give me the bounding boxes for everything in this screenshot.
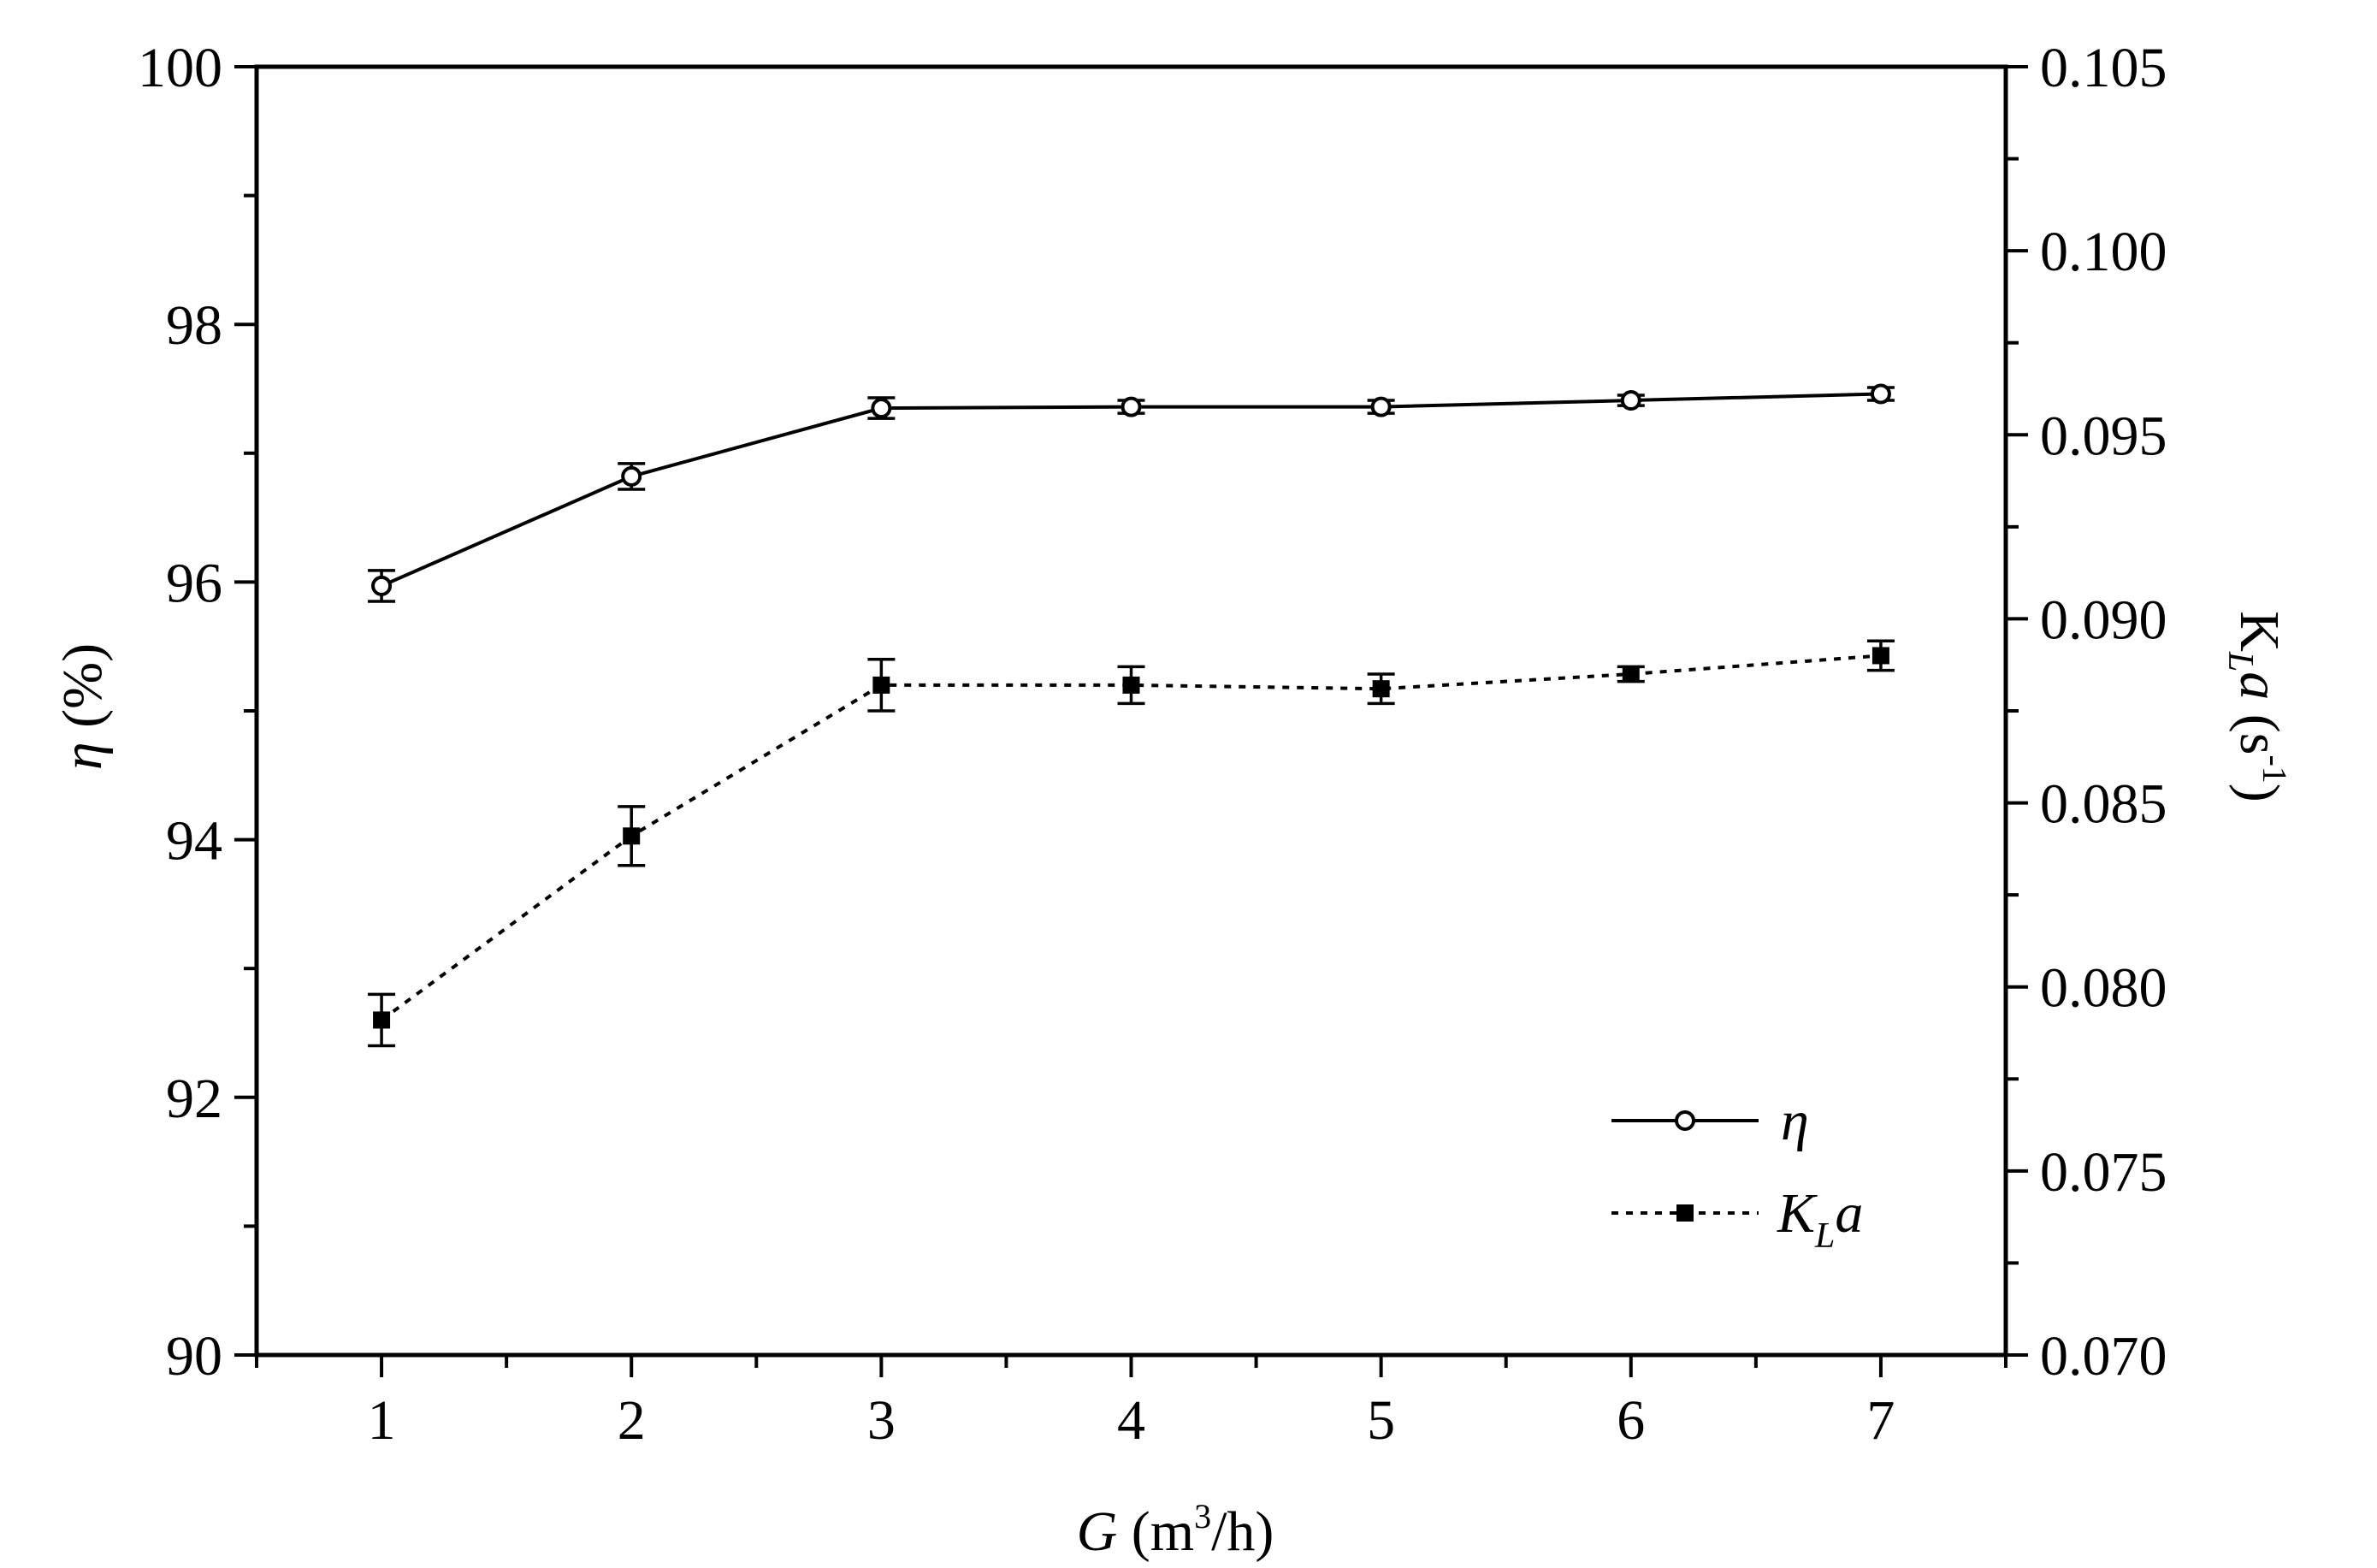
data-point [1372,680,1390,698]
data-point [371,575,393,596]
data-point [623,827,641,845]
data-point [871,398,892,419]
y-right-tick-label: 0.080 [2040,957,2167,1020]
series-line [381,392,1881,588]
y-right-tick-label: 0.095 [2040,405,2167,467]
data-point [1871,647,1889,665]
y-right-tick-label: 0.100 [2040,221,2167,283]
legend-eta-label: η [1781,1090,1809,1152]
x-tick-label: 6 [1617,1389,1645,1452]
y-left-tick-label: 94 [166,810,222,873]
x-axis-title: G (m3/h) [1077,1497,1274,1563]
x-tick-label: 2 [618,1389,646,1452]
legend-eta-marker [1675,1110,1695,1131]
series-kla [368,639,1895,1048]
series-line [380,654,1882,1022]
y-right-tick-label: 0.085 [2040,773,2167,836]
y-left-tick-label: 98 [166,294,222,357]
data-point [621,465,642,487]
x-tick-label: 7 [1866,1389,1895,1452]
y-left-axis-title: η (%) [51,643,114,770]
data-point [1121,396,1142,417]
data-point [872,676,890,694]
plot-frame [254,64,2008,1358]
y-right-tick-label: 0.075 [2040,1141,2167,1204]
x-tick-label: 5 [1367,1389,1395,1452]
plot-border [254,64,2008,1358]
legend-kla-marker [1676,1204,1694,1222]
legend: η KLa [1611,1090,1863,1256]
x-tick-label: 1 [368,1389,396,1452]
y-left-tick-label: 100 [138,37,222,99]
x-tick-label: 4 [1117,1389,1145,1452]
y-left-tick-label: 96 [166,552,222,614]
data-point [1122,676,1140,694]
data-point [373,1011,391,1029]
series-layer [368,383,1895,1048]
data-point [1620,390,1641,411]
y-left-tick-label: 90 [166,1325,222,1388]
legend-kla-label: KLa [1777,1182,1863,1256]
x-tick-label: 3 [867,1389,896,1452]
y-left-tick-label: 92 [166,1068,222,1130]
data-point [1622,665,1640,683]
data-point [1870,383,1891,405]
y-right-axis-title: KLa (s-1) [2220,611,2294,802]
axis-ticks: 1 2 3 4 5 6 7 90 92 94 96 98 100 0.070 0.075 0.080 0.085… [138,37,2167,1452]
data-point [1370,396,1392,417]
y-right-tick-label: 0.090 [2040,589,2167,651]
y-right-tick-label: 0.105 [2040,37,2167,99]
y-right-tick-label: 0.070 [2040,1325,2167,1388]
series-eta [368,383,1895,603]
